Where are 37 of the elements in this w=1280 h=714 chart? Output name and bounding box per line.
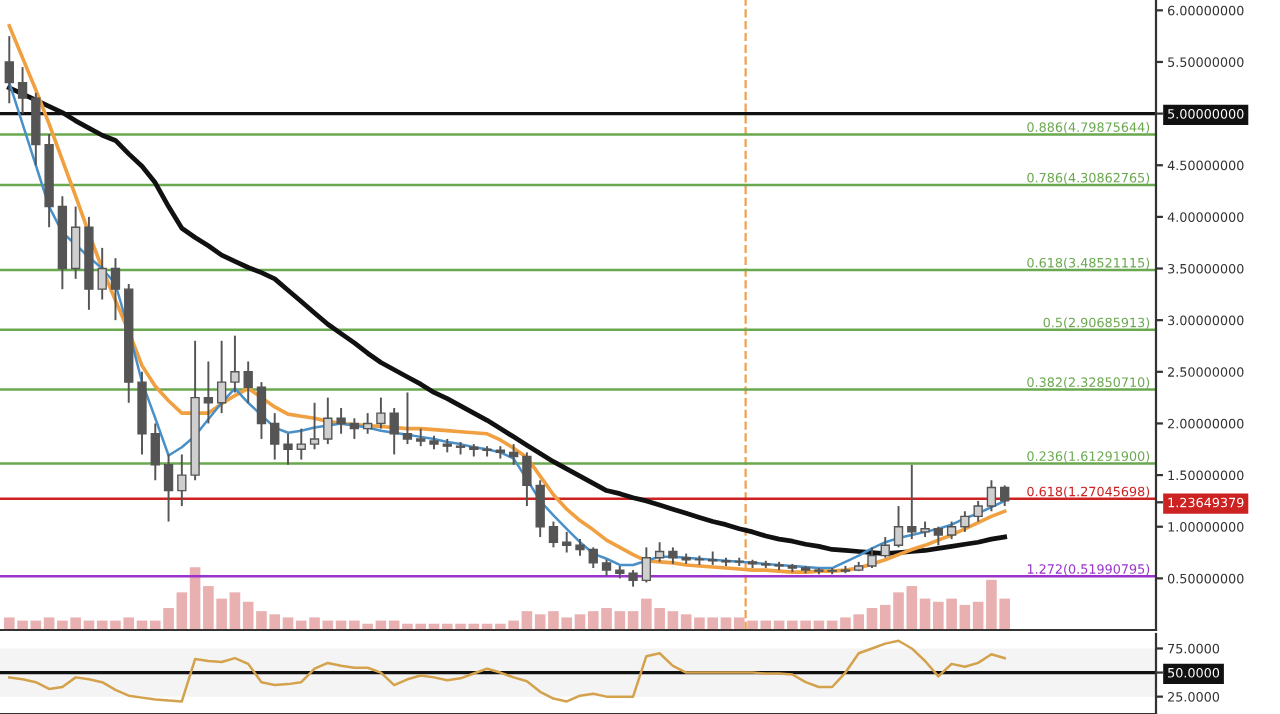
candlestick xyxy=(508,443,519,466)
candlestick xyxy=(933,525,944,547)
candlestick xyxy=(880,536,890,559)
candlestick xyxy=(588,546,598,569)
candlestick xyxy=(907,463,917,541)
candlestick xyxy=(230,334,240,394)
line-series xyxy=(8,639,1006,703)
candlestick xyxy=(1000,484,1010,508)
candlestick xyxy=(362,412,373,435)
candlestick xyxy=(203,360,214,425)
candlestick xyxy=(654,541,665,563)
candlestick xyxy=(376,396,386,430)
candlestick xyxy=(283,432,293,466)
candlestick xyxy=(270,412,280,461)
candlestick xyxy=(17,66,28,115)
candlestick xyxy=(216,339,227,415)
candlestick xyxy=(562,530,572,554)
candlestick xyxy=(402,391,413,446)
candlestick xyxy=(986,479,997,513)
candlestick xyxy=(296,427,306,461)
candlestick xyxy=(243,360,253,404)
candlestick xyxy=(150,422,160,482)
candlestick xyxy=(893,505,904,549)
candlestick xyxy=(163,453,174,523)
candlestick xyxy=(389,406,399,456)
candlestick xyxy=(641,546,652,584)
candlestick xyxy=(349,417,360,440)
candlestick xyxy=(97,246,107,301)
candlestick xyxy=(867,546,877,569)
candlestick xyxy=(4,35,14,105)
candlestick xyxy=(256,381,267,440)
candlestick xyxy=(336,406,346,435)
candlestick xyxy=(323,396,333,446)
candlestick xyxy=(548,520,559,549)
candlestick xyxy=(70,205,81,280)
candlestick xyxy=(110,257,121,322)
candlestick xyxy=(309,401,320,451)
